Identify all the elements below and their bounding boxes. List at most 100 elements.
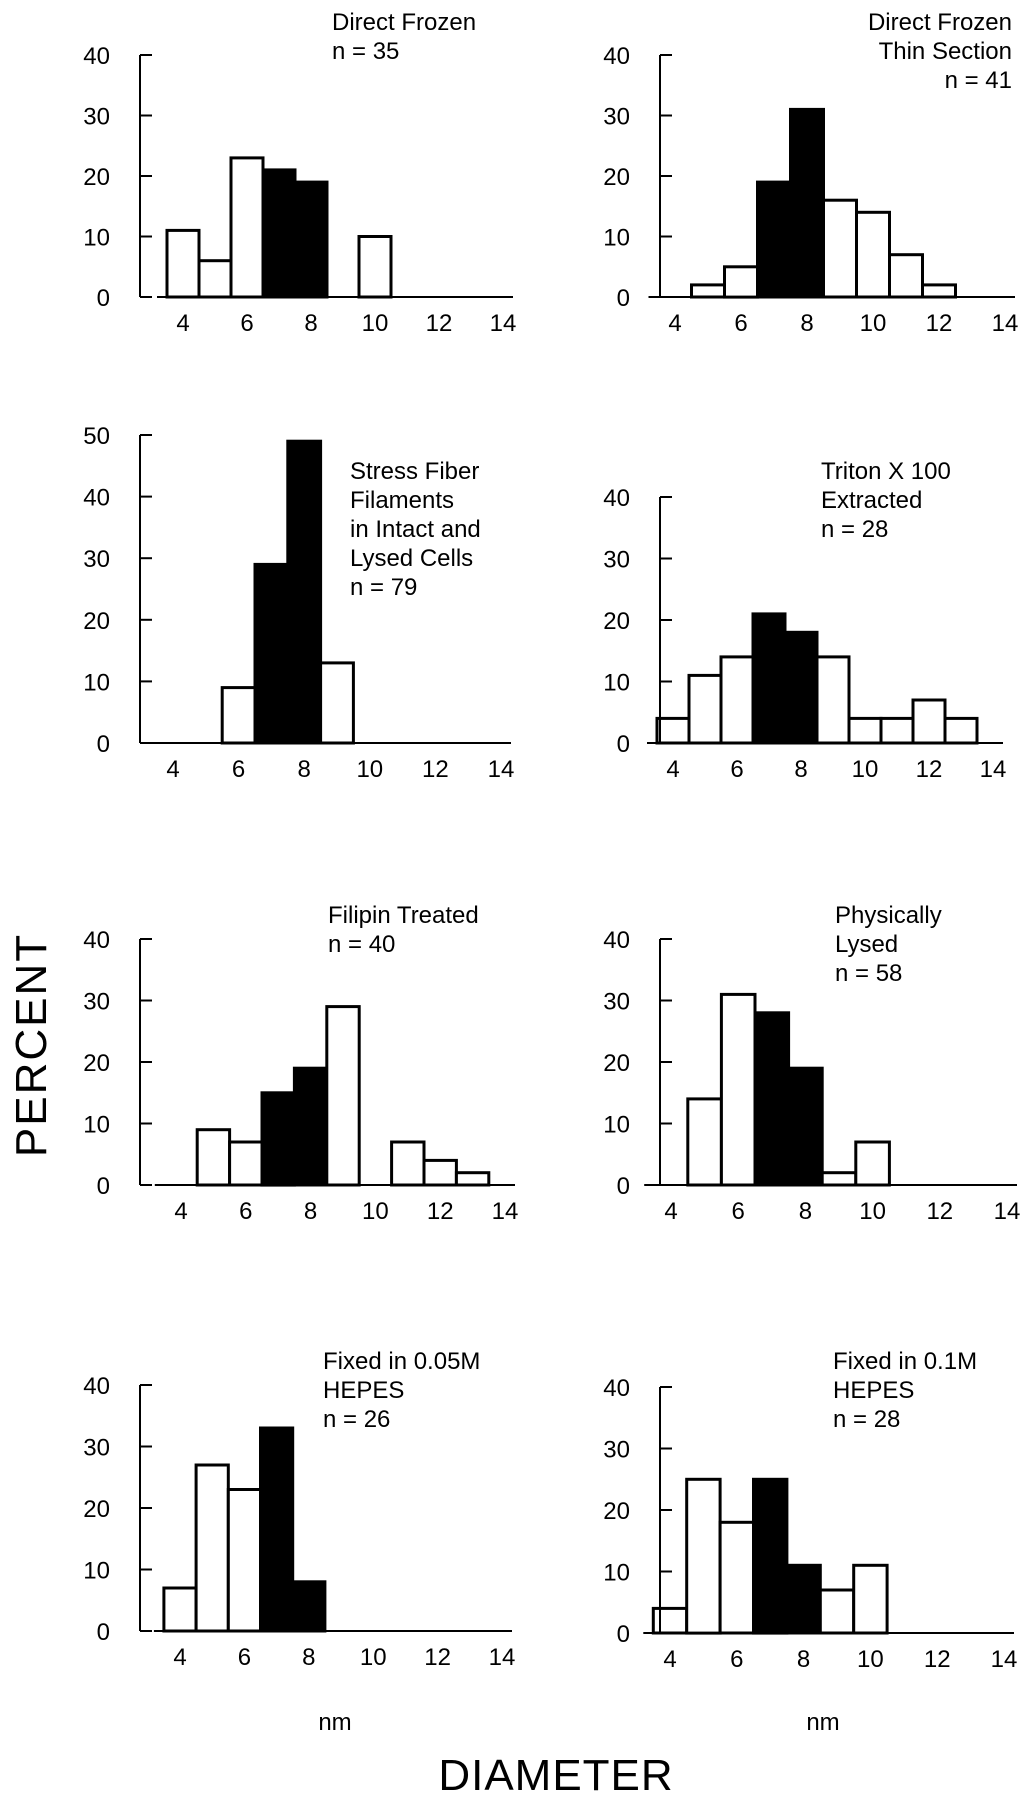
y-tick-label: 40 — [83, 927, 110, 954]
y-tick-label: 20 — [603, 608, 630, 635]
histogram-bar — [752, 1477, 789, 1635]
x-tick-label: 14 — [489, 1644, 516, 1671]
y-tick-label: 40 — [603, 1375, 630, 1402]
x-tick-label: 10 — [857, 1646, 884, 1673]
panel-label-line: Physically — [835, 902, 942, 929]
y-tick-label: 30 — [83, 989, 110, 1016]
y-tick-label: 10 — [83, 669, 110, 696]
y-tick-label: 20 — [83, 1496, 110, 1523]
histogram-bar — [422, 1158, 458, 1187]
histogram-bar — [690, 283, 726, 299]
x-tick-label: 4 — [668, 310, 681, 337]
histogram-bar — [226, 1488, 263, 1633]
histogram-panel-5: 0 10 20 30 40 4 6 8 10 12 14 Filipin Treated n = 40 — [83, 902, 518, 1225]
panel-label: Filipin Treated n = 40 — [328, 902, 479, 958]
histogram-bar — [879, 716, 915, 745]
x-tick-label: 4 — [176, 310, 189, 337]
y-tick-label: 40 — [603, 927, 630, 954]
y-tick-label: 30 — [83, 1435, 110, 1462]
x-tick-label: 12 — [422, 756, 449, 783]
y-tick-label: 20 — [83, 608, 110, 635]
panel-label: Fixed in 0.1M HEPES n = 28 — [833, 1348, 977, 1433]
x-tick-label: 8 — [302, 1644, 315, 1671]
histogram-bar — [651, 1606, 689, 1635]
histogram-bar — [787, 1066, 824, 1187]
panel-label-line: n = 28 — [821, 516, 888, 543]
x-tick-label: 14 — [490, 310, 517, 337]
x-tick-label: 12 — [424, 1644, 451, 1671]
y-tick-label: 10 — [83, 1558, 110, 1585]
panel-label: Stress Fiber Filaments in Intact and Lysed … — [350, 458, 481, 601]
histogram-bar — [719, 992, 757, 1187]
x-tick-label: 14 — [994, 1198, 1021, 1225]
panel-label: Direct Frozen Thin Section n = 41 — [868, 9, 1012, 94]
x-tick-label: 6 — [239, 1198, 252, 1225]
histogram-bar — [687, 673, 723, 745]
y-tick-label: 0 — [617, 1173, 630, 1200]
histogram-bar — [852, 1563, 889, 1635]
histogram-bar — [259, 1426, 295, 1633]
y-tick-label: 30 — [83, 546, 110, 573]
x-tick-label: 14 — [492, 1198, 519, 1225]
histogram-bar — [292, 1066, 329, 1187]
y-tick-label: 0 — [97, 1173, 110, 1200]
panel-label-line: n = 40 — [328, 931, 395, 958]
y-tick-label: 20 — [603, 164, 630, 191]
y-tick-label: 0 — [97, 731, 110, 758]
y-tick-label: 50 — [83, 423, 110, 450]
histogram-bar — [261, 168, 297, 299]
histogram-bar — [815, 655, 851, 745]
x-tick-label: 8 — [304, 1198, 317, 1225]
x-unit-label-left: nm — [318, 1709, 351, 1736]
histogram-bar — [229, 156, 265, 299]
histogram-bar — [888, 253, 924, 299]
y-tick-label: 30 — [603, 104, 630, 131]
histogram-bar — [286, 439, 323, 745]
histogram-panel-6: 0 10 20 30 40 4 6 8 10 12 14 Physically Lysed n = 58 — [603, 902, 1020, 1225]
panel-label-line: n = 41 — [945, 67, 1012, 94]
panel-label-line: n = 35 — [332, 38, 399, 65]
histogram-bar — [260, 1091, 296, 1187]
histogram-bar — [855, 210, 891, 299]
x-tick-label: 10 — [860, 310, 887, 337]
histogram-bar — [718, 1520, 755, 1635]
histogram-bar — [325, 1005, 361, 1187]
x-tick-label: 12 — [926, 1198, 953, 1225]
y-tick-label: 40 — [603, 43, 630, 70]
histogram-bar — [783, 630, 819, 745]
x-tick-label: 10 — [360, 1644, 387, 1671]
panel-label: Physically Lysed n = 58 — [835, 902, 942, 987]
panel-label: Triton X 100 Extracted n = 28 — [821, 458, 951, 543]
x-tick-label: 6 — [732, 1198, 745, 1225]
y-tick-label: 10 — [603, 1112, 630, 1139]
x-tick-label: 8 — [304, 310, 317, 337]
x-tick-label: 8 — [794, 756, 807, 783]
panel-label-line: in Intact and — [350, 516, 481, 543]
histogram-bar — [228, 1140, 264, 1187]
x-tick-label: 14 — [991, 1646, 1018, 1673]
y-tick-label: 30 — [603, 1437, 630, 1464]
y-tick-label: 10 — [603, 1560, 630, 1587]
histogram-bar — [293, 180, 329, 299]
panel-label-line: Thin Section — [879, 38, 1012, 65]
panel-label-line: Filipin Treated — [328, 902, 479, 929]
histogram-bar — [291, 1580, 327, 1633]
y-tick-label: 10 — [83, 225, 110, 252]
histogram-panel-8: 0 10 20 30 40 4 6 8 10 12 14 Fixed in 0.1M HEPES n = … — [603, 1348, 1017, 1673]
x-tick-label: 6 — [238, 1644, 251, 1671]
y-tick-label: 30 — [83, 104, 110, 131]
histogram-panel-1: 0 10 20 30 40 4 6 8 10 12 14 Direct Frozen n = 35 — [83, 9, 516, 337]
panel-label-line: Extracted — [821, 487, 922, 514]
x-tick-label: 6 — [232, 756, 245, 783]
x-tick-label: 12 — [426, 310, 453, 337]
panel-label-line: Stress Fiber — [350, 458, 479, 485]
x-tick-label: 10 — [362, 1198, 389, 1225]
histogram-bar — [357, 235, 393, 299]
x-tick-label: 14 — [488, 756, 515, 783]
x-tick-label: 4 — [664, 1198, 677, 1225]
histogram-bar — [818, 1588, 856, 1635]
x-tick-label: 10 — [859, 1198, 886, 1225]
panel-label-line: Lysed Cells — [350, 545, 473, 572]
x-tick-label: 12 — [427, 1198, 454, 1225]
